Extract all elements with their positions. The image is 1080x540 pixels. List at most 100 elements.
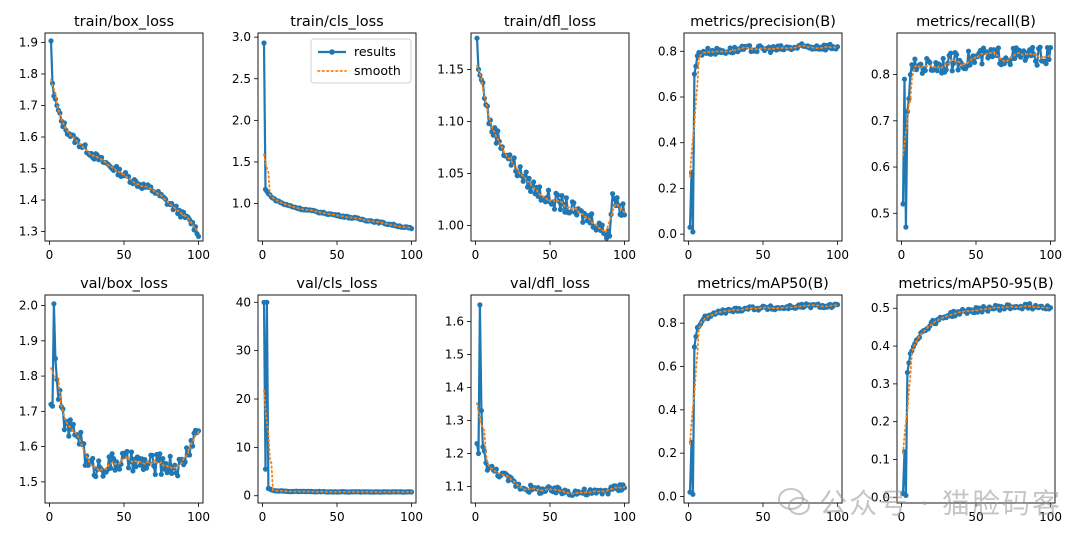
results-point xyxy=(142,457,148,463)
results-point xyxy=(96,458,102,464)
results-point xyxy=(605,491,611,497)
results-line xyxy=(688,42,839,233)
results-point xyxy=(727,45,733,51)
y-tick-label: 0.1 xyxy=(871,453,890,467)
subplot-title: metrics/mAP50(B) xyxy=(697,276,829,292)
smooth-line xyxy=(476,64,626,235)
results-point xyxy=(90,455,96,462)
results-point xyxy=(605,228,611,234)
results-point xyxy=(517,164,523,170)
results-point xyxy=(610,191,616,197)
results-point xyxy=(195,428,202,434)
results-point xyxy=(599,222,605,228)
subplot-title: train/box_loss xyxy=(74,14,174,30)
results-point xyxy=(137,462,143,468)
results-point xyxy=(571,200,577,206)
axes-frame xyxy=(896,294,1056,504)
plot-area xyxy=(687,41,841,235)
results-point xyxy=(912,56,918,62)
x-tick-label: 100 xyxy=(1039,248,1062,262)
plot-area xyxy=(900,44,1054,230)
y-tick-label: 0.2 xyxy=(658,181,677,195)
smooth-line xyxy=(476,402,626,495)
results-point xyxy=(691,344,698,350)
y-tick-label: 1.4 xyxy=(445,380,464,394)
results-point xyxy=(620,201,626,207)
subplot-train-box-loss: train/box_loss 0 50 100 1.3 1.4 1.5 1.6 1.7 1.8 1.… xyxy=(19,14,210,262)
results-point xyxy=(1037,44,1043,50)
results-point xyxy=(108,465,114,471)
results-point xyxy=(995,45,1002,51)
results-point xyxy=(175,473,181,479)
results-point xyxy=(157,451,163,457)
x-tick-label: 0 xyxy=(898,248,906,262)
x-tick-label: 50 xyxy=(755,510,770,524)
y-tick-label: 20 xyxy=(236,392,251,406)
y-tick-label: 1.9 xyxy=(19,35,38,49)
results-point xyxy=(178,214,184,220)
results-point xyxy=(528,188,534,194)
y-tick-label: 1.6 xyxy=(19,130,38,144)
results-point xyxy=(574,212,580,218)
results-point xyxy=(507,152,513,158)
results-point xyxy=(557,206,564,213)
results-point xyxy=(1024,54,1030,60)
results-point xyxy=(480,444,486,450)
subplot-title: val/dfl_loss xyxy=(510,276,590,292)
subplot-metrics-precision-b-: metrics/precision(B) 0 50 100 0.0 0.2 0.4 0.6 0.… xyxy=(658,14,849,262)
y-tick-label: 0.4 xyxy=(871,339,890,353)
x-tick-label: 0 xyxy=(472,248,480,262)
x-tick-label: 50 xyxy=(542,248,557,262)
axes-frame xyxy=(683,32,843,242)
x-tick-label: 0 xyxy=(46,510,54,524)
x-tick-label: 100 xyxy=(613,510,636,524)
results-point xyxy=(478,408,484,414)
results-point xyxy=(943,67,949,73)
results-point xyxy=(261,40,267,46)
results-point xyxy=(690,491,696,497)
plot-area xyxy=(261,299,415,495)
smooth-line xyxy=(689,303,839,445)
results-point xyxy=(980,45,987,51)
results-point xyxy=(690,229,696,235)
results-point xyxy=(542,199,549,205)
x-tick-label: 50 xyxy=(755,248,770,262)
results-point xyxy=(130,468,136,474)
results-point xyxy=(989,54,996,60)
results-point xyxy=(922,67,928,74)
results-point xyxy=(408,226,415,232)
legend-results-label: results xyxy=(354,44,396,59)
smooth-line xyxy=(263,153,413,229)
results-point xyxy=(909,62,915,68)
x-tick-label: 100 xyxy=(400,510,423,524)
results-point xyxy=(149,452,155,458)
x-tick-label: 0 xyxy=(259,248,267,262)
y-tick-label: 1.10 xyxy=(437,114,464,128)
results-point xyxy=(589,211,595,217)
results-point xyxy=(614,195,620,201)
results-point xyxy=(172,462,178,468)
results-point xyxy=(949,68,955,74)
results-point xyxy=(948,50,954,56)
legend: results smooth xyxy=(310,38,412,84)
results-point xyxy=(61,427,67,433)
y-tick-label: 1.9 xyxy=(19,334,38,348)
results-point xyxy=(67,417,73,423)
axes-frame xyxy=(257,32,417,242)
results-point xyxy=(1001,60,1007,67)
axes-frame xyxy=(470,294,630,504)
results-point xyxy=(693,63,699,69)
results-point xyxy=(490,132,496,138)
results-point xyxy=(66,433,72,439)
results-point xyxy=(554,192,561,198)
axes-frame xyxy=(44,32,204,242)
x-tick-label: 0 xyxy=(685,510,693,524)
results-point xyxy=(903,492,909,498)
y-tick-label: 0.7 xyxy=(871,114,890,128)
y-tick-label: 1.00 xyxy=(437,218,464,232)
results-point xyxy=(495,128,501,134)
y-tick-label: 0.2 xyxy=(658,446,677,460)
results-point xyxy=(581,486,587,492)
results-point xyxy=(1043,61,1049,67)
